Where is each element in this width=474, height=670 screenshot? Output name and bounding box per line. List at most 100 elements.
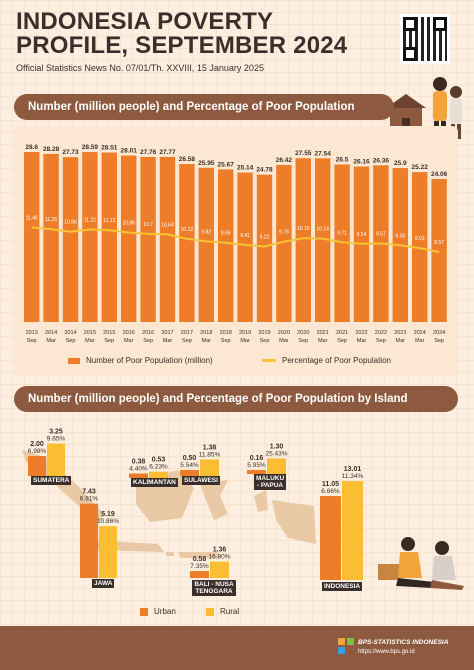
bar-value-label: 28.6 bbox=[25, 144, 38, 151]
x-tick-month: Sep bbox=[298, 338, 308, 344]
urban-value-label: 7.43 bbox=[82, 489, 96, 496]
bar-urban bbox=[247, 470, 266, 474]
percentage-value-label: 11.22 bbox=[84, 217, 96, 223]
legend-line-label: Percentage of Poor Population bbox=[282, 356, 391, 365]
bar-rural bbox=[210, 561, 229, 578]
bar-value-label: 25.22 bbox=[412, 164, 429, 171]
bar-rural bbox=[149, 471, 168, 478]
percentage-value-label: 9.57 bbox=[376, 232, 386, 238]
urban-percent-label: 5.95% bbox=[247, 462, 266, 469]
x-tick-year: 2015 bbox=[103, 330, 115, 336]
x-tick-month: Sep bbox=[337, 338, 347, 344]
percentage-value-label: 10.19 bbox=[297, 226, 310, 232]
urban-value-label: 0.50 bbox=[183, 455, 197, 462]
legend-urban-label: Urban bbox=[154, 607, 176, 616]
bar-value-label: 27.54 bbox=[315, 150, 332, 157]
urban-value-label: 0.38 bbox=[132, 458, 146, 465]
bps-logo-icon bbox=[338, 638, 354, 654]
x-tick-month: Sep bbox=[376, 338, 386, 344]
region-label-sumatera: SUMATERA bbox=[31, 476, 72, 485]
percentage-value-label: 10.7 bbox=[143, 222, 153, 228]
bar-poor-population bbox=[82, 152, 98, 322]
bar-urban bbox=[28, 456, 46, 476]
title-line-1: INDONESIA POVERTY bbox=[16, 8, 274, 35]
bar-value-label: 24.78 bbox=[256, 167, 273, 174]
legend-urban: Urban bbox=[140, 607, 176, 616]
x-tick-month: Sep bbox=[434, 338, 444, 344]
x-tick-year: 2017 bbox=[181, 330, 193, 336]
x-tick-year: 2021 bbox=[336, 330, 348, 336]
percentage-value-label: 10.64 bbox=[161, 222, 174, 228]
footer-org: BPS-STATISTICS INDONESIA bbox=[358, 639, 449, 646]
x-tick-year: 2013 bbox=[26, 330, 38, 336]
bar-urban bbox=[129, 473, 148, 478]
x-tick-month: Sep bbox=[143, 338, 153, 344]
x-tick-year: 2014 bbox=[45, 330, 57, 336]
bar-rural bbox=[342, 481, 363, 580]
footer-url[interactable]: https://www.bps.go.id bbox=[358, 649, 415, 655]
page-subtitle: Official Statistics News No. 07/01/Th. X… bbox=[16, 63, 264, 73]
x-tick-month: Mar bbox=[279, 338, 289, 344]
region-label-sulawesi: SULAWESI bbox=[182, 476, 220, 485]
footer bbox=[0, 626, 474, 670]
x-tick-month: Sep bbox=[27, 338, 37, 344]
rural-value-label: 0.53 bbox=[152, 457, 166, 464]
percentage-value-label: 11.46 bbox=[26, 215, 38, 221]
x-tick-year: 2022 bbox=[375, 330, 387, 336]
x-tick-month: Mar bbox=[318, 338, 328, 344]
x-tick-year: 2022 bbox=[355, 330, 367, 336]
percentage-value-label: 10.12 bbox=[181, 227, 194, 233]
x-tick-month: Mar bbox=[357, 338, 367, 344]
x-tick-year: 2017 bbox=[161, 330, 173, 336]
bar-poor-population bbox=[24, 152, 40, 322]
percentage-value-label: 9.82 bbox=[201, 229, 211, 235]
urban-percent-label: 6.81% bbox=[80, 496, 99, 503]
legend-bar-label: Number of Poor Population (million) bbox=[86, 356, 213, 365]
bar-poor-population bbox=[315, 158, 331, 322]
percentage-value-label: 10.86 bbox=[122, 221, 135, 227]
x-tick-month: Mar bbox=[415, 338, 425, 344]
urban-value-label: 0.58 bbox=[193, 556, 207, 563]
bar-poor-population bbox=[62, 157, 79, 322]
x-tick-month: Sep bbox=[104, 338, 114, 344]
rural-value-label: 3.25 bbox=[49, 429, 63, 436]
percentage-value-label: 9.22 bbox=[260, 234, 270, 240]
bar-poor-population bbox=[159, 156, 176, 322]
percentage-value-label: 9.54 bbox=[357, 232, 367, 238]
bar-urban bbox=[320, 496, 341, 580]
region-label-maluku-papua: MALUKU - PAPUA bbox=[254, 474, 286, 490]
legend-bar-swatch bbox=[68, 357, 80, 364]
x-tick-year: 2019 bbox=[239, 330, 251, 336]
percentage-value-label: 9.03 bbox=[415, 236, 425, 242]
x-tick-month: Mar bbox=[163, 338, 173, 344]
bar-value-label: 28.51 bbox=[101, 145, 118, 152]
x-tick-year: 2014 bbox=[64, 330, 76, 336]
rural-value-label: 13.01 bbox=[344, 466, 362, 473]
bar-poor-population bbox=[121, 155, 137, 322]
bar-poor-population bbox=[218, 169, 234, 322]
qr-code-icon[interactable] bbox=[400, 14, 450, 64]
national-poverty-chart: 28.6 11.46 2013 Sep 28.28 11.25 2014 Mar 27.73 10… bbox=[24, 144, 448, 344]
x-tick-month: Mar bbox=[124, 338, 134, 344]
percentage-value-label: 9.78 bbox=[279, 230, 289, 236]
bar-value-label: 28.59 bbox=[82, 144, 99, 151]
bar-poor-population bbox=[179, 164, 195, 322]
bar-poor-population bbox=[140, 156, 156, 322]
bar-urban bbox=[190, 571, 209, 578]
bar-value-label: 24.06 bbox=[431, 171, 448, 178]
percentage-value-label: 9.71 bbox=[337, 230, 347, 236]
x-tick-month: Mar bbox=[240, 338, 250, 344]
x-tick-month: Sep bbox=[260, 338, 270, 344]
urban-value-label: 2.00 bbox=[30, 441, 44, 448]
section-title-text: Number (million people) and Percentage o… bbox=[28, 393, 408, 405]
urban-percent-label: 6.66% bbox=[321, 488, 340, 495]
page-title: INDONESIA POVERTY PROFILE, SEPTEMBER 202… bbox=[16, 10, 347, 58]
percentage-value-label: 9.36 bbox=[395, 233, 405, 239]
bar-value-label: 25.14 bbox=[237, 165, 254, 172]
x-tick-month: Mar bbox=[85, 338, 95, 344]
bar-value-label: 28.28 bbox=[43, 146, 60, 153]
bar-rural bbox=[267, 458, 286, 474]
region-label-indonesia: INDONESIA bbox=[322, 582, 363, 591]
rural-value-label: 1.30 bbox=[270, 443, 284, 450]
